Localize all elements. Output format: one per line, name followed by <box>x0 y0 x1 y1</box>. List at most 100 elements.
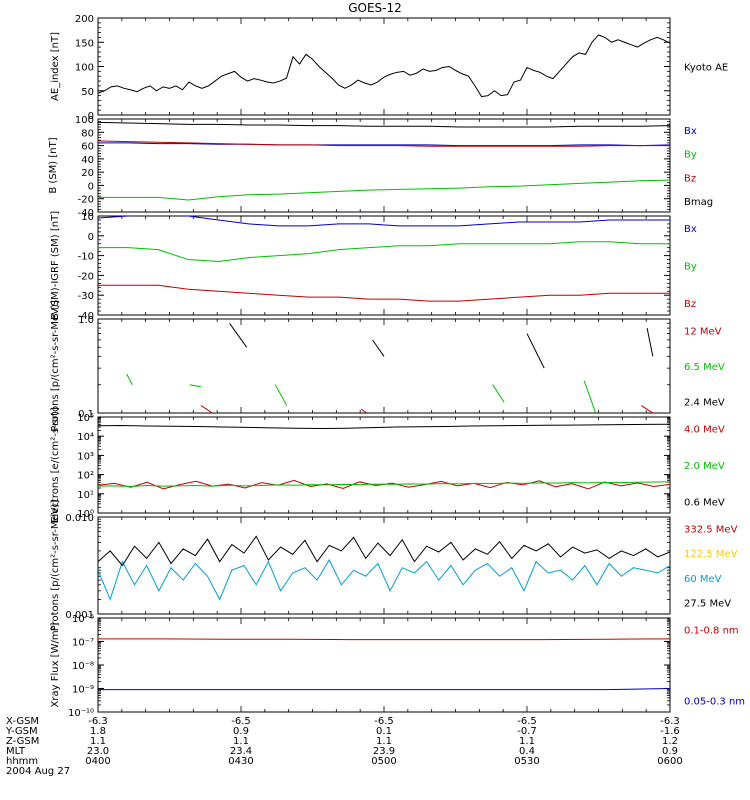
panel-7: 10⁻¹⁰ 10⁻⁹ 10⁻⁸ 10⁻⁷ 10⁻⁶ Xray Flux [W/m²] 0.1… <box>50 614 745 719</box>
y-axis-label: AE_index [nT] <box>50 32 61 101</box>
footer-value: 0430 <box>228 756 254 767</box>
legend-label: 60 MeV <box>684 574 722 585</box>
legend-label: 0.05-0.3 nm <box>684 697 745 708</box>
series-2 <box>98 284 670 302</box>
y-tick-label: 80 <box>81 128 94 139</box>
legend-label: Bz <box>684 173 696 184</box>
legend-label: 0.1-0.8 nm <box>684 625 739 636</box>
footer-value: 1.1 <box>519 736 535 747</box>
footer-row-label: MLT <box>6 746 25 757</box>
legend-label: 4.0 MeV <box>684 425 725 436</box>
y-axis-label: B (SM)-IGRF (SM) [nT] <box>50 211 61 320</box>
series-segment <box>229 323 248 348</box>
y-tick-label: 10⁴ <box>77 432 94 443</box>
panel-5: 10⁰ 10¹ 10² 10³ 10⁴ 10⁵ Electrons [e/(cm²-s-sr… <box>50 407 725 523</box>
footer-value: 0.1 <box>376 726 392 737</box>
legend-label: Bx <box>684 224 697 235</box>
series-0 <box>98 216 670 227</box>
legend-label: 332.5 MeV <box>684 525 738 536</box>
y-tick-label: 100 <box>75 63 94 74</box>
series-line <box>98 284 670 302</box>
y-axis-label: Protons [p/(cm²-s-sr-MeV)] <box>50 300 61 432</box>
y-tick-label: 10⁻⁶ <box>72 614 94 625</box>
series-3 <box>98 535 670 567</box>
y-tick-label: 0.1 <box>78 409 94 420</box>
chart-title: GOES-12 <box>348 1 402 15</box>
y-tick-label: 10⁵ <box>77 413 94 424</box>
legend-label: Bx <box>684 126 697 137</box>
series-1 <box>126 373 597 413</box>
legend-label: 27.5 MeV <box>684 598 731 609</box>
footer-row-label: hhmm <box>6 756 39 767</box>
series-line <box>98 535 670 567</box>
series-2 <box>229 323 654 369</box>
footer-row: Y-GSM 1.8 0.9 0.1 -0.7 -1.6 <box>0 726 750 738</box>
footer-value: 1.1 <box>233 736 249 747</box>
series-line <box>98 216 670 227</box>
y-axis-label: Protons [p/(cm²-s-sr-MeV)] <box>50 500 61 632</box>
panel-frame <box>97 118 671 213</box>
panel-frame <box>97 416 671 514</box>
date-label: 2004 Aug 27 <box>6 766 71 777</box>
legend-label: By <box>684 262 697 273</box>
y-tick-label: -40 <box>78 208 94 219</box>
y-tick-label: 200 <box>75 14 94 25</box>
footer-value: -6.5 <box>374 716 394 727</box>
footer-value: -6.3 <box>88 716 108 727</box>
y-tick-label: -40 <box>78 311 94 322</box>
series-0 <box>98 34 670 98</box>
footer-row-label: Z-GSM <box>6 736 40 747</box>
y-tick-label: 100 <box>75 115 94 126</box>
series-line <box>98 34 670 98</box>
footer-value: -6.5 <box>231 716 251 727</box>
series-segment <box>372 339 385 357</box>
y-tick-label: 1.0 <box>78 315 94 326</box>
legend-label: 2.0 MeV <box>684 461 725 472</box>
y-tick-label: 20 <box>81 168 94 179</box>
series-line <box>98 241 670 263</box>
series-line <box>98 179 670 201</box>
legend-label: Kyoto AE <box>684 63 728 74</box>
series-segment <box>646 328 654 357</box>
legend-label: 2.4 MeV <box>684 398 725 409</box>
y-tick-label: -30 <box>78 291 94 302</box>
footer-value: 0500 <box>371 756 397 767</box>
series-line <box>98 558 670 601</box>
series-0 <box>200 405 654 413</box>
footer-value: 0.4 <box>519 746 535 757</box>
panel-4: 0.1 1.0 Protons [p/(cm²-s-sr-MeV)] 12 MeV 6.… <box>50 300 725 432</box>
panel-2: -40 -20 0 20 40 60 80 100 B (SM) [nT] Bx By Bz Bmag <box>48 115 713 219</box>
y-tick-label: -20 <box>78 195 94 206</box>
legend-label: Bmag <box>684 197 713 208</box>
series-segment <box>189 384 202 388</box>
y-tick-label: 10⁻⁹ <box>72 685 94 696</box>
series-2 <box>98 558 670 601</box>
panel-frame <box>97 318 671 414</box>
legend-label: 0.6 MeV <box>684 497 725 508</box>
footer-row: MLT 23.0 23.4 23.9 0.4 0.9 <box>0 746 750 758</box>
series-3 <box>98 121 670 128</box>
footer-row: hhmm 0400 0430 0500 0530 0600 <box>0 756 750 768</box>
series-line <box>98 121 670 128</box>
series-2 <box>98 423 670 430</box>
footer-value: 1.2 <box>662 736 678 747</box>
footer-value: 1.8 <box>90 726 106 737</box>
y-tick-label: 0 <box>88 232 94 243</box>
y-tick-label: 0.010 <box>65 513 94 524</box>
y-tick-label: 50 <box>81 87 94 98</box>
y-tick-label: 10⁻⁷ <box>72 638 94 649</box>
series-line <box>98 423 670 430</box>
footer-value: 23.0 <box>86 746 110 757</box>
panel-3: -40 -30 -20 -10 0 10 B (SM)-IGRF (SM) [nT] Bx By… <box>50 211 697 322</box>
y-tick-label: 0.001 <box>65 610 94 621</box>
footer-row-label: Y-GSM <box>6 726 38 737</box>
footer-row: Z-GSM 1.1 1.1 1.1 1.1 1.2 <box>0 736 750 748</box>
footer-value: -6.3 <box>660 716 680 727</box>
footer-value: 1.1 <box>90 736 106 747</box>
footer-value: 0530 <box>514 756 540 767</box>
y-tick-label: 150 <box>75 38 94 49</box>
footer-value: -0.7 <box>517 726 537 737</box>
series-segment <box>274 384 288 406</box>
footer-value: 0.9 <box>662 746 678 757</box>
